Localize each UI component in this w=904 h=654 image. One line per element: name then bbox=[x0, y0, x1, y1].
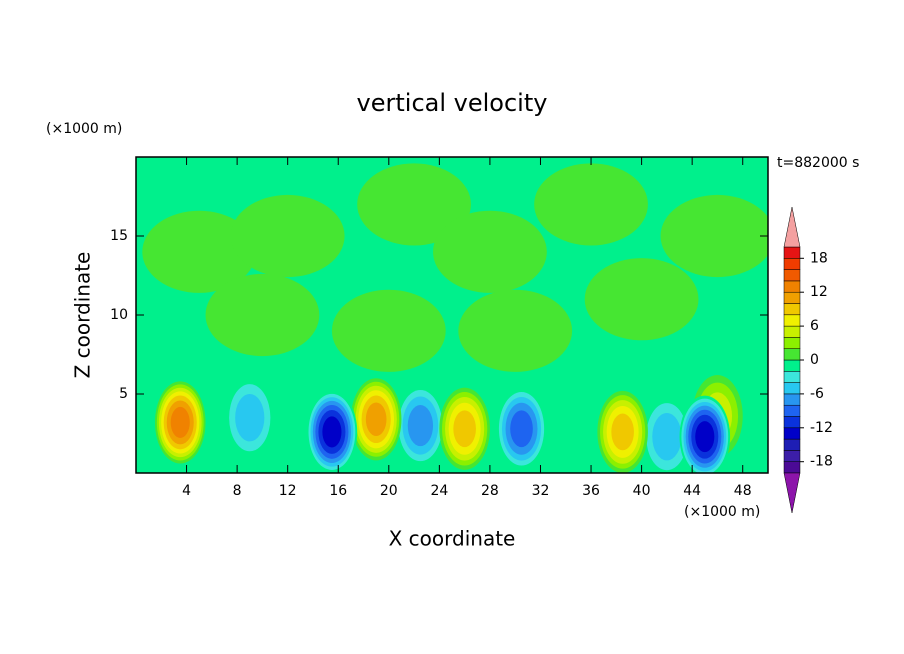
y-tick-label: 10 bbox=[110, 307, 128, 323]
y-tick-label: 5 bbox=[119, 386, 128, 402]
colorbar-bin bbox=[783, 325, 801, 338]
contour-band bbox=[433, 210, 547, 293]
contour-band bbox=[357, 163, 471, 246]
colorbar-bin bbox=[783, 359, 801, 372]
colorbar-bin bbox=[783, 404, 801, 417]
contour-band bbox=[230, 194, 345, 278]
field bbox=[136, 157, 768, 473]
x-tick-label: 8 bbox=[233, 483, 242, 499]
contour-band bbox=[453, 410, 476, 448]
colorbar-tick-label: 0 bbox=[810, 352, 819, 368]
contour-band bbox=[584, 258, 699, 341]
colorbar-tick-label: 12 bbox=[810, 284, 828, 300]
x-tick-label: 20 bbox=[380, 483, 398, 499]
cell bbox=[641, 395, 693, 473]
cell bbox=[142, 210, 257, 293]
cell bbox=[584, 258, 699, 341]
cell bbox=[597, 390, 648, 473]
contour-band bbox=[235, 393, 265, 442]
chart-title: vertical velocity bbox=[357, 89, 548, 117]
cell bbox=[331, 289, 446, 372]
contour-band bbox=[458, 289, 573, 372]
cell bbox=[679, 395, 731, 473]
contour-band bbox=[331, 289, 446, 372]
x-tick-label: 32 bbox=[532, 483, 550, 499]
cell bbox=[306, 390, 358, 473]
cell bbox=[458, 289, 573, 372]
cell bbox=[224, 376, 276, 459]
colorbar-bin bbox=[783, 348, 801, 361]
colorbar-bin bbox=[783, 393, 801, 406]
colorbar-under bbox=[783, 472, 801, 514]
cell bbox=[350, 378, 402, 461]
contour-band bbox=[611, 413, 634, 451]
x-tick-label: 28 bbox=[481, 483, 499, 499]
y-axis-label: Z coordinate bbox=[71, 252, 95, 379]
cell bbox=[660, 194, 768, 278]
colorbar-bin bbox=[783, 246, 801, 259]
colorbar-bin bbox=[783, 427, 801, 440]
contour-band bbox=[660, 194, 768, 278]
y-unit: (×1000 m) bbox=[46, 121, 122, 137]
colorbar-tick-label: 18 bbox=[810, 250, 828, 266]
contour-band bbox=[365, 402, 387, 437]
colorbar-bin bbox=[783, 258, 801, 270]
cell bbox=[395, 384, 446, 467]
colorbar-bin bbox=[783, 280, 801, 293]
colorbar-bin bbox=[783, 337, 801, 349]
contour-band bbox=[534, 163, 648, 246]
contour-band bbox=[322, 416, 342, 448]
contour-band bbox=[652, 412, 682, 461]
contour-band bbox=[170, 406, 190, 438]
cell bbox=[496, 387, 547, 470]
colorbar-over bbox=[783, 206, 801, 248]
x-tick-label: 16 bbox=[329, 483, 347, 499]
cell bbox=[205, 273, 320, 357]
cell bbox=[534, 163, 648, 246]
cell bbox=[154, 381, 206, 464]
colorbar-bin bbox=[783, 303, 801, 316]
colorbar-tick-label: -12 bbox=[810, 420, 833, 436]
colorbar-bin bbox=[783, 461, 801, 474]
contour-band bbox=[407, 405, 434, 447]
x-tick-label: 44 bbox=[683, 483, 701, 499]
colorbar-tick-label: -18 bbox=[810, 454, 833, 470]
colorbar-bin bbox=[783, 371, 801, 383]
colorbar-tick-label: 6 bbox=[810, 318, 819, 334]
colorbar-bin bbox=[783, 450, 801, 462]
contour-band bbox=[142, 210, 257, 293]
x-tick-label: 36 bbox=[582, 483, 600, 499]
colorbar-bin bbox=[783, 416, 801, 429]
colorbar-bin bbox=[783, 269, 801, 282]
time-annotation: t=882000 s bbox=[777, 155, 859, 171]
contour-band bbox=[695, 421, 715, 453]
x-tick-label: 48 bbox=[734, 483, 752, 499]
colorbar-bin bbox=[783, 291, 801, 304]
cell bbox=[230, 194, 345, 278]
contour-band bbox=[205, 273, 320, 357]
x-unit: (×1000 m) bbox=[684, 504, 760, 520]
x-tick-label: 12 bbox=[279, 483, 297, 499]
x-tick-label: 40 bbox=[633, 483, 651, 499]
contour-band bbox=[510, 410, 533, 448]
x-tick-label: 24 bbox=[430, 483, 448, 499]
y-tick-label: 15 bbox=[110, 228, 128, 244]
cell bbox=[439, 387, 490, 470]
x-axis-label: X coordinate bbox=[389, 527, 516, 551]
colorbar-tick-label: -6 bbox=[810, 386, 824, 402]
colorbar-bin bbox=[783, 382, 801, 395]
colorbar-bin bbox=[783, 314, 801, 327]
x-tick-label: 4 bbox=[182, 483, 191, 499]
cell bbox=[433, 210, 547, 293]
cell bbox=[357, 163, 471, 246]
colorbar-bin bbox=[783, 438, 801, 451]
